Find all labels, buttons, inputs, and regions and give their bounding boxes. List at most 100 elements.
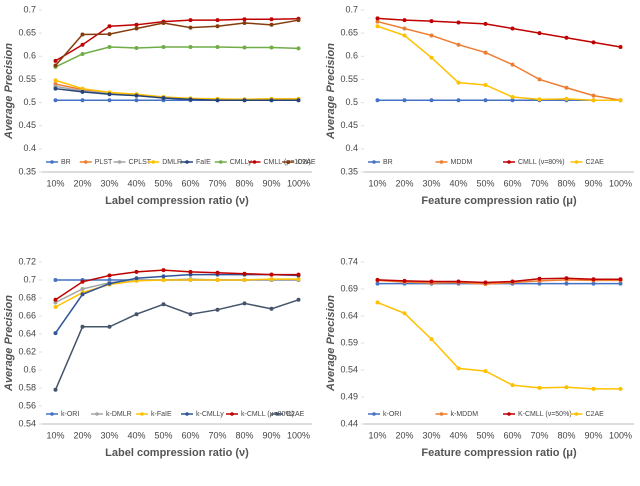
point [161,274,166,279]
y-tick-label: 0.4 [23,143,36,153]
legend-marker [185,412,189,416]
point [564,85,569,90]
x-tick-label: 80% [235,430,253,440]
point [510,279,515,284]
point [296,98,301,103]
y-tick-label: 0.6 [23,364,36,374]
legend-marker [439,412,444,416]
point [53,86,58,91]
series-line [377,17,621,48]
point [591,386,596,391]
point [483,280,488,285]
series-line [55,46,299,68]
x-tick-label: 60% [181,430,199,440]
legend-label: k-FaIE [151,411,172,418]
y-tick-label: 0.64 [18,328,36,338]
point [107,45,112,50]
x-axis-title: Label compression ratio (ν) [105,195,249,207]
point [53,387,58,392]
point [510,383,515,388]
legend-marker [574,412,579,416]
point [564,96,569,101]
x-tick-label: 60% [181,178,199,188]
point [107,98,112,103]
x-axis-title: Feature compression ratio (μ) [421,447,577,459]
x-tick-label: 60% [503,178,521,188]
point [591,98,596,103]
legend-label: C2AE [586,411,605,418]
point [618,277,623,282]
point [510,98,515,103]
y-tick-label: 0.5 [345,97,358,107]
x-tick-label: 20% [395,430,413,440]
chart-panel: 0.35 0.4 0.45 0.5 0.55 0.6 0.65 0.7 10% 20% 30% 40%… [3,4,316,207]
point [215,98,220,103]
point [591,281,596,286]
point [242,98,247,103]
point [242,278,247,282]
point [188,45,193,50]
point [107,92,112,97]
point [375,98,380,103]
point [80,86,85,91]
point [375,281,380,286]
series-line [377,25,621,102]
y-tick-label: 0.6 [345,51,358,61]
x-tick-label: 50% [476,178,494,188]
point [510,95,515,100]
point [161,20,166,25]
x-tick-label: 20% [395,178,413,188]
point [134,45,139,50]
x-tick-label: 20% [73,178,91,188]
point [53,78,58,83]
point [80,287,85,291]
point [134,269,139,274]
y-tick-label: 0.7 [23,4,36,14]
y-axis-title: Average Precision [325,295,337,392]
legend-marker [372,412,376,416]
point [402,33,407,38]
y-tick-label: 0.59 [340,337,358,347]
point [375,277,380,282]
y-tick-label: 0.58 [18,382,36,392]
point [80,324,85,329]
point [80,51,85,56]
point [161,302,166,307]
legend-marker [252,160,257,164]
point [188,97,193,102]
point [269,272,274,277]
legend-label: CMLLy [230,159,252,166]
point [618,386,623,391]
point [618,98,623,103]
legend-label: k-CMLLy [196,411,224,418]
y-tick-label: 0.56 [18,400,36,410]
series-line [55,18,299,62]
x-tick-label: 10% [368,430,386,440]
point [107,32,112,37]
x-tick-label: 70% [530,178,548,188]
legend-label: C2AE [286,411,305,418]
x-tick-label: 30% [422,178,440,188]
point [483,82,488,87]
point [80,89,85,94]
x-tick-label: 90% [262,430,280,440]
point [215,307,220,312]
x-tick-label: 40% [449,430,467,440]
point [215,18,220,23]
point [483,50,488,55]
point [107,24,112,29]
point [483,98,488,103]
y-tick-label: 0.35 [18,166,36,176]
x-tick-label: 70% [530,430,548,440]
point [188,25,193,30]
x-tick-label: 80% [557,430,575,440]
y-tick-label: 0.72 [18,256,36,266]
y-tick-label: 0.45 [18,120,36,130]
x-tick-label: 100% [609,430,632,440]
point [269,306,274,311]
point [402,18,407,23]
x-tick-label: 70% [208,430,226,440]
point [107,324,112,329]
point [242,17,247,22]
legend-label: FaIE [196,159,211,166]
